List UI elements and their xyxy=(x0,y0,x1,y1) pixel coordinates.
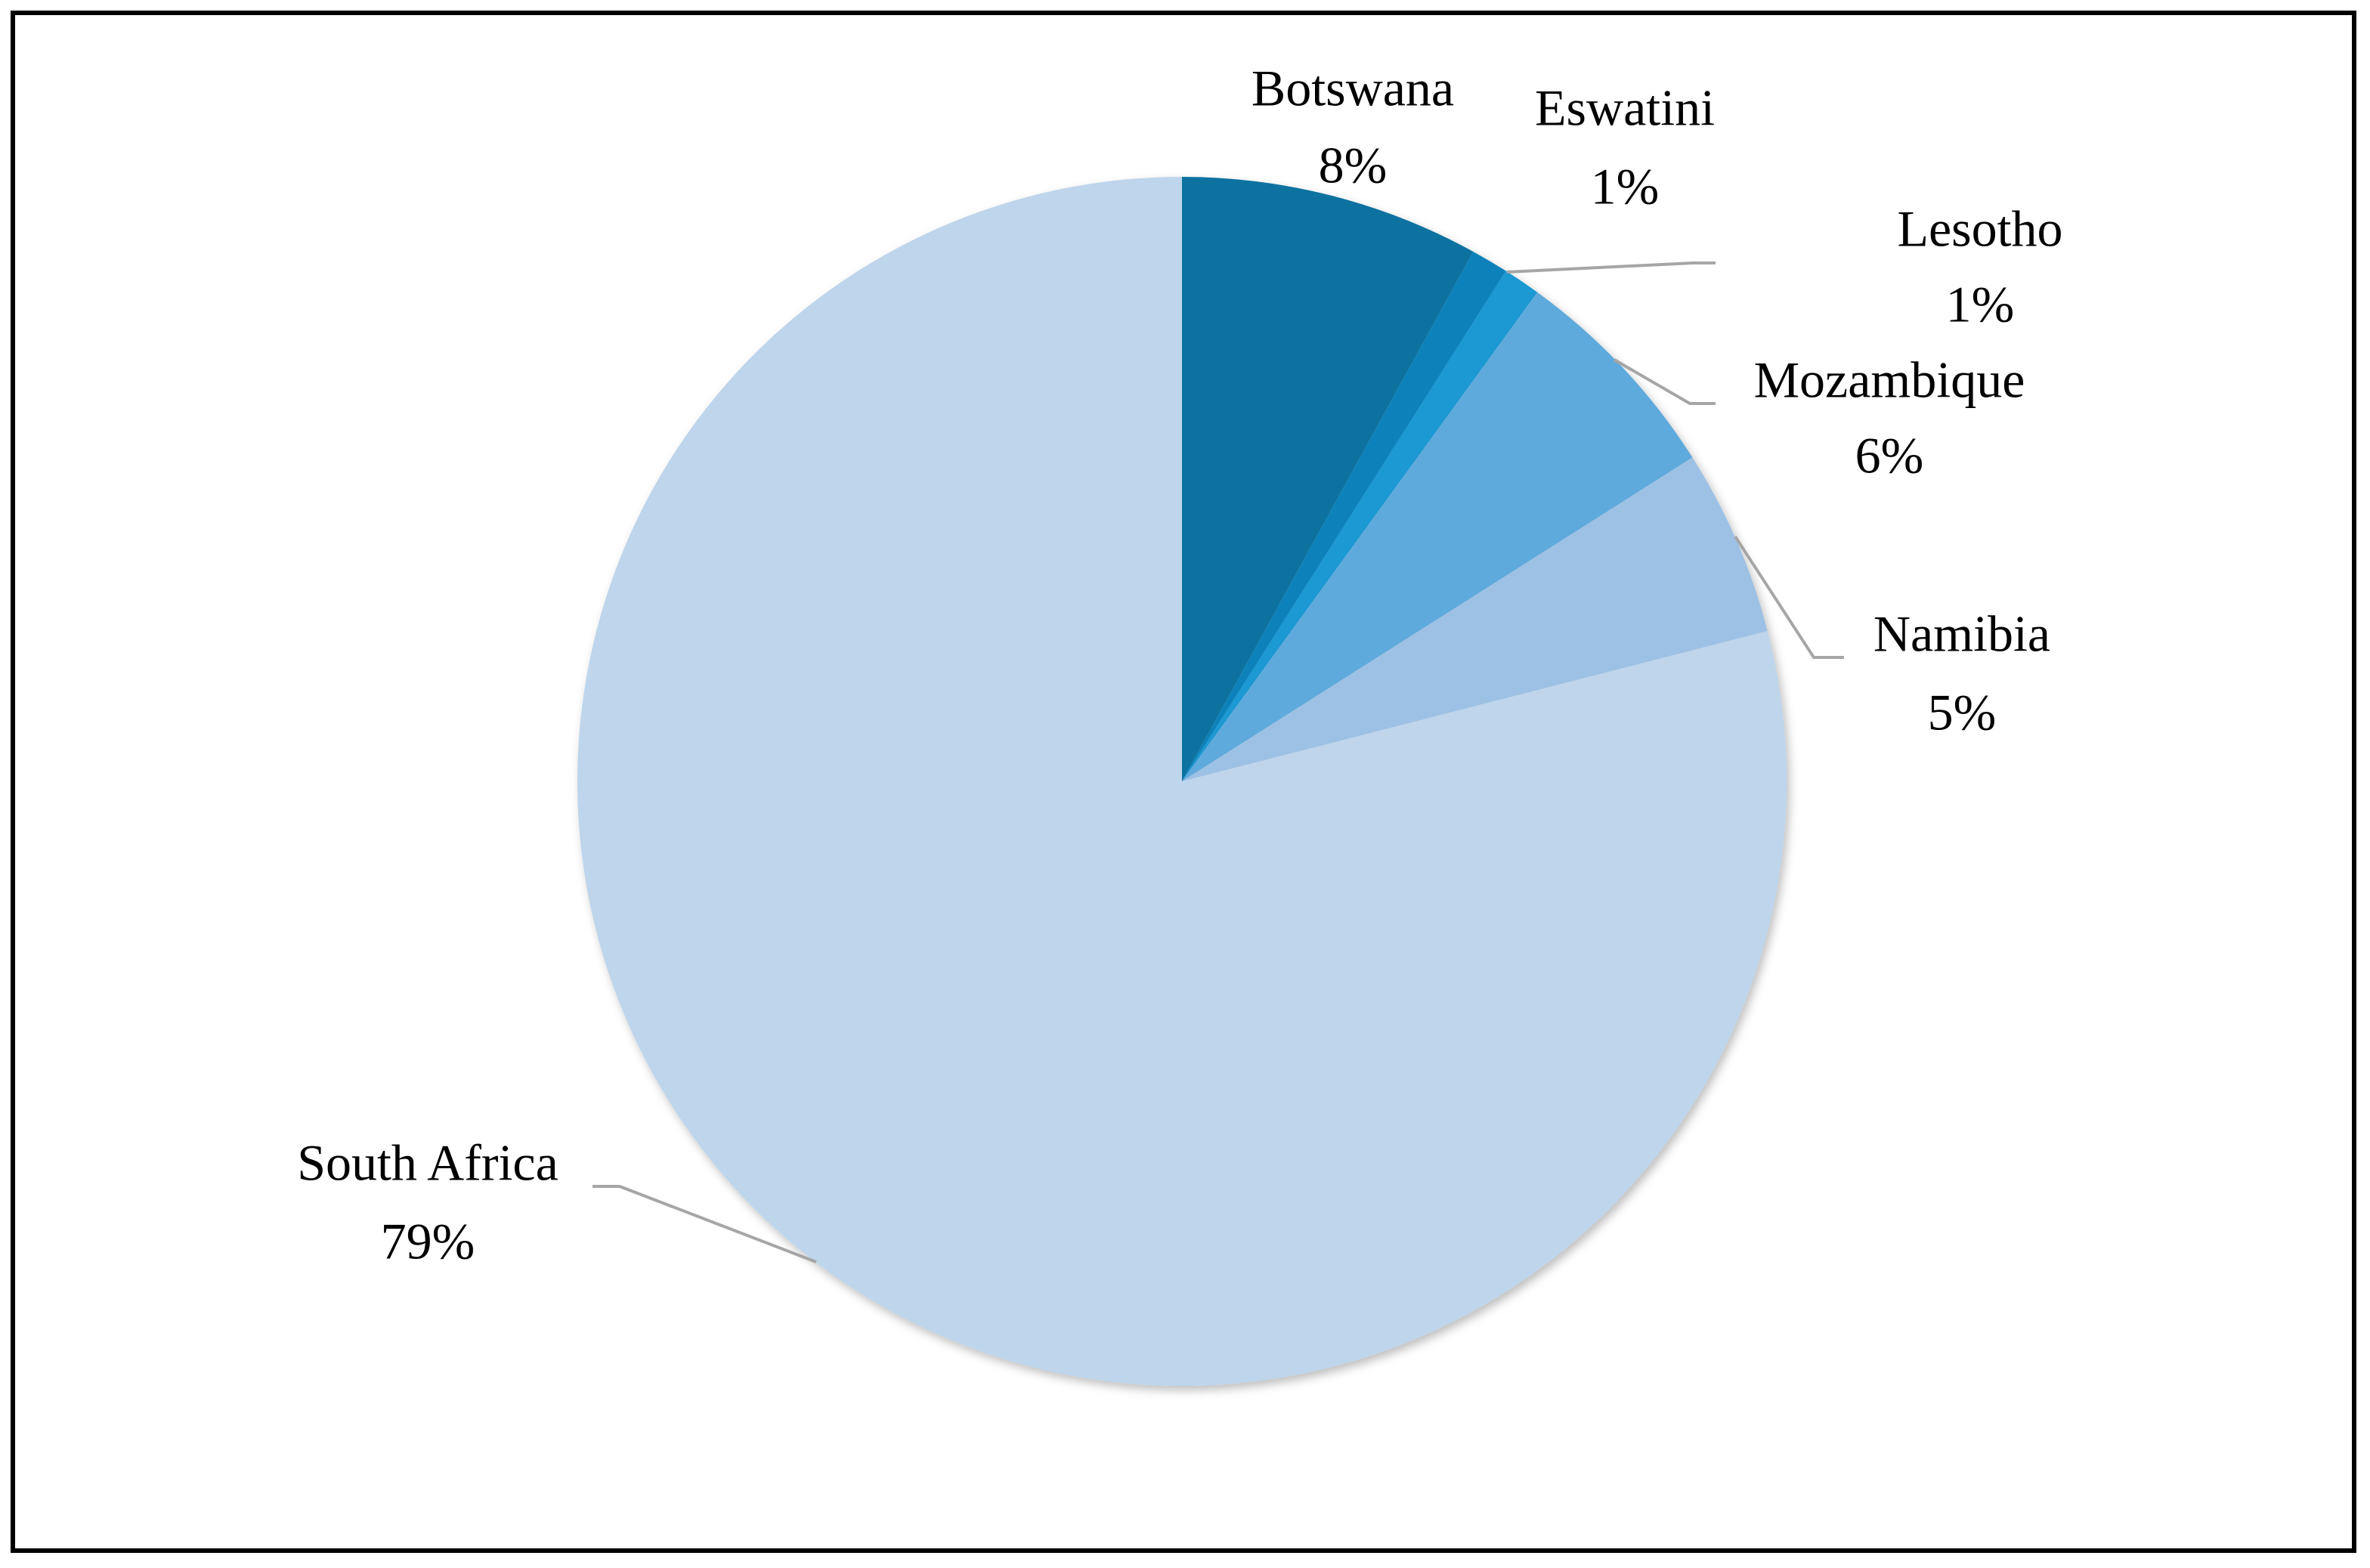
slice-label: Lesotho xyxy=(1897,200,2062,258)
slice-label: Namibia xyxy=(1873,605,2050,663)
value-label: 8% xyxy=(1319,137,1388,194)
leader-line xyxy=(1613,358,1716,405)
value-label: 79% xyxy=(381,1213,475,1270)
value-label: 1% xyxy=(1946,276,2015,333)
pie-slice xyxy=(577,177,1787,1387)
leader-line xyxy=(1734,535,1844,659)
value-label: 6% xyxy=(1855,427,1924,484)
slice-label: Mozambique xyxy=(1754,351,2025,409)
leader-line xyxy=(1506,261,1716,274)
value-label: 5% xyxy=(1928,684,1997,741)
pie-slice xyxy=(1182,457,1768,781)
slice-label: South Africa xyxy=(297,1134,558,1192)
value-label: 1% xyxy=(1591,158,1660,215)
pie-slice xyxy=(1182,292,1693,782)
pie xyxy=(577,177,1787,1387)
slice-label: Eswatini xyxy=(1535,79,1715,137)
pie-slice xyxy=(1182,251,1506,781)
pie-slice xyxy=(1182,177,1474,781)
pie-slice xyxy=(1182,271,1538,781)
slice-label: Botswana xyxy=(1252,60,1454,117)
leader-line xyxy=(592,1185,817,1263)
